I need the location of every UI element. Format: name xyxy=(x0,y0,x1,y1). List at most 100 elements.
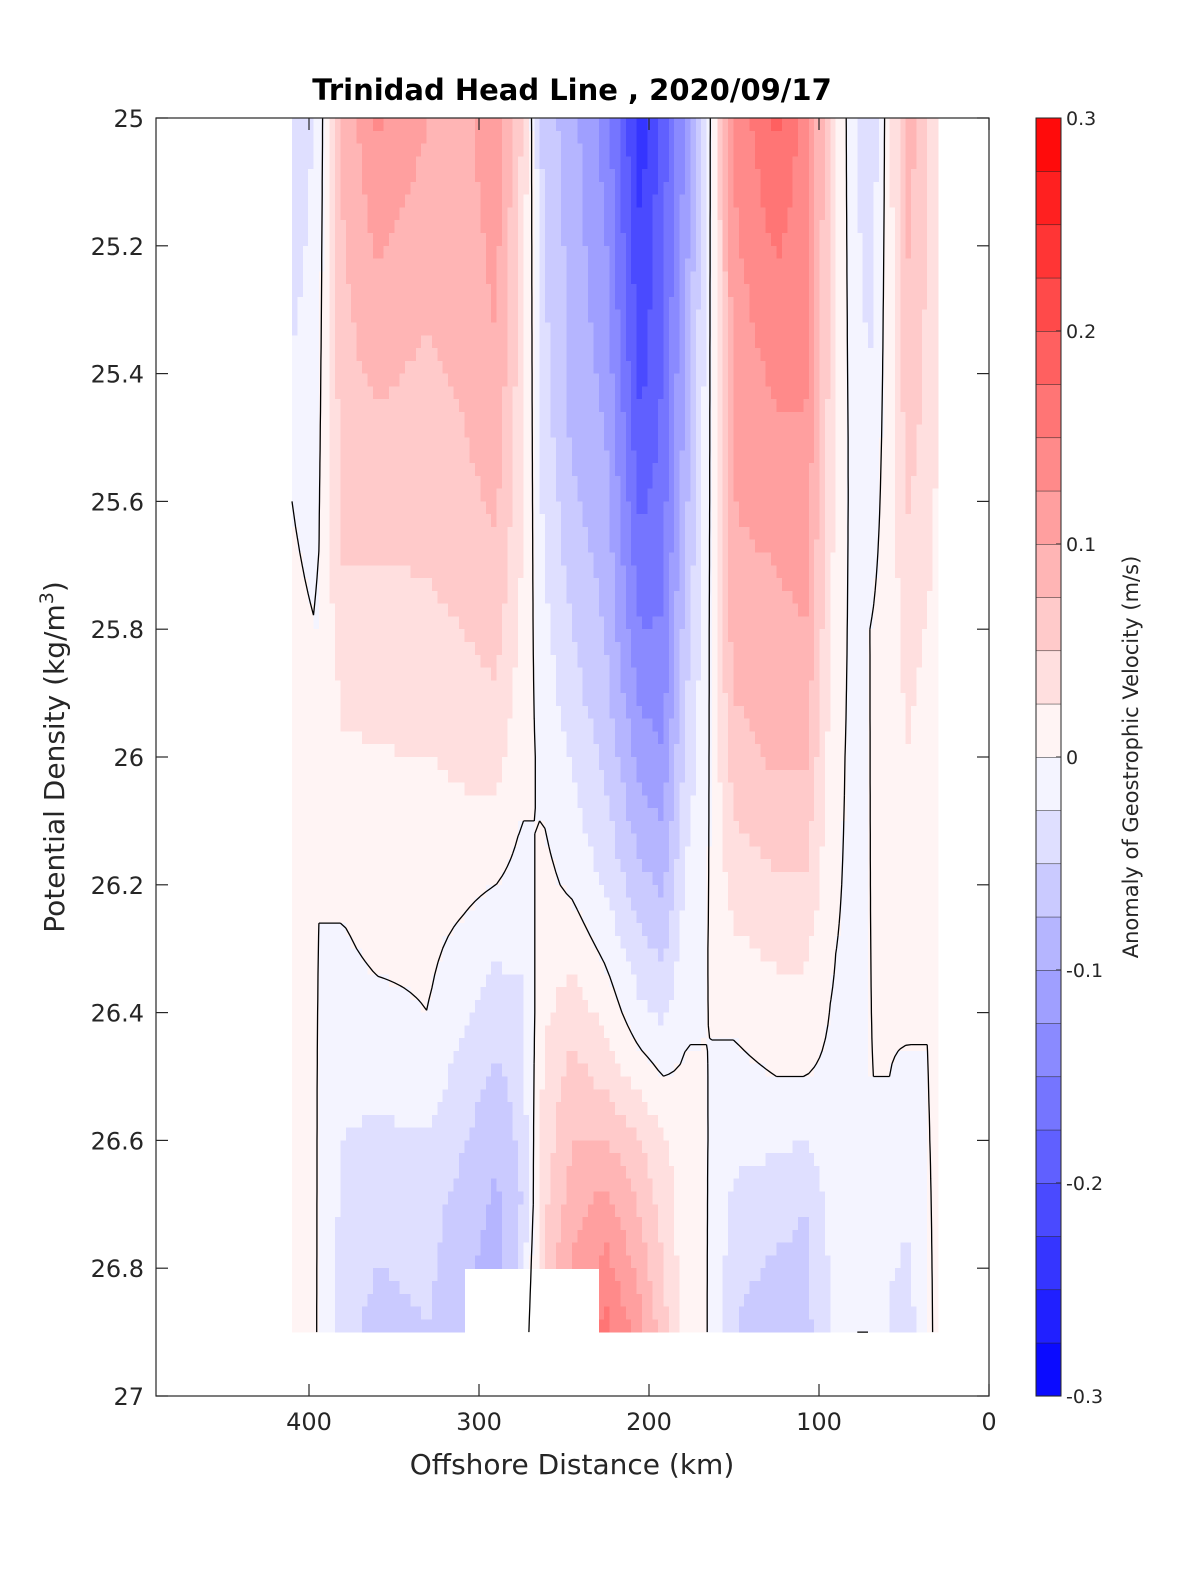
heatmap-cell xyxy=(830,616,837,630)
heatmap-cell xyxy=(480,245,487,260)
heatmap-cell xyxy=(550,437,557,451)
heatmap-cell xyxy=(609,118,616,132)
heatmap-cell xyxy=(927,437,934,451)
heatmap-cell xyxy=(378,616,385,630)
heatmap-cell xyxy=(927,526,934,541)
heatmap-cell xyxy=(615,641,621,656)
heatmap-cell xyxy=(927,296,934,311)
heatmap-cell xyxy=(475,514,482,528)
heatmap-cell xyxy=(561,233,568,247)
heatmap-cell xyxy=(625,360,632,375)
heatmap-cell xyxy=(658,399,665,413)
heatmap-cell xyxy=(862,130,869,145)
heatmap-cell xyxy=(394,258,401,272)
heatmap-cell xyxy=(873,437,880,451)
heatmap-cell xyxy=(690,156,697,170)
heatmap-cell xyxy=(916,118,923,132)
heatmap-cell xyxy=(464,526,471,541)
heatmap-cell xyxy=(507,284,514,298)
heatmap-cell xyxy=(916,399,923,413)
heatmap-cell xyxy=(733,348,740,362)
heatmap-cell xyxy=(475,629,482,643)
heatmap-cell xyxy=(458,156,465,170)
heatmap-cell xyxy=(609,156,616,170)
heatmap-cell xyxy=(868,118,874,132)
heatmap-cell xyxy=(480,603,487,618)
heatmap-cell xyxy=(442,118,449,132)
heatmap-cell xyxy=(814,207,821,221)
heatmap-cell xyxy=(458,335,465,349)
heatmap-cell xyxy=(372,526,379,541)
heatmap-cell xyxy=(701,220,708,234)
heatmap-cell xyxy=(577,181,584,196)
heatmap-cell xyxy=(868,488,874,502)
heatmap-cell xyxy=(711,143,718,157)
heatmap-cell xyxy=(927,399,934,413)
heatmap-cell xyxy=(550,424,557,439)
heatmap-cell xyxy=(728,181,735,196)
heatmap-cell xyxy=(378,169,385,183)
heatmap-cell xyxy=(410,565,417,579)
heatmap-cell xyxy=(835,169,842,183)
heatmap-cell xyxy=(808,616,815,630)
heatmap-cell xyxy=(302,629,309,643)
heatmap-cell xyxy=(830,565,837,579)
heatmap-cell xyxy=(625,616,632,630)
heatmap-cell xyxy=(835,258,842,272)
heatmap-cell xyxy=(900,348,907,362)
heatmap-cell xyxy=(448,348,455,362)
heatmap-cell xyxy=(776,156,783,170)
heatmap-cell xyxy=(857,181,864,196)
heatmap-cell xyxy=(641,552,648,566)
heatmap-cell xyxy=(545,386,551,400)
heatmap-cell xyxy=(884,475,891,490)
heatmap-cell xyxy=(884,437,891,451)
heatmap-cell xyxy=(302,590,309,605)
heatmap-cell xyxy=(830,194,837,209)
heatmap-cell xyxy=(927,565,934,579)
heatmap-cell xyxy=(808,603,815,618)
heatmap-cell xyxy=(485,194,492,209)
heatmap-cell xyxy=(394,501,401,515)
heatmap-cell xyxy=(405,309,412,324)
heatmap-cell xyxy=(894,386,901,400)
heatmap-cell xyxy=(588,143,595,157)
heatmap-cell xyxy=(889,284,896,298)
heatmap-cell xyxy=(571,322,578,336)
heatmap-cell xyxy=(868,411,874,426)
heatmap-cell xyxy=(679,501,686,515)
heatmap-cell xyxy=(415,143,422,157)
heatmap-cell xyxy=(426,603,433,618)
heatmap-cell xyxy=(744,143,751,157)
heatmap-cell xyxy=(534,322,541,336)
heatmap-cell xyxy=(658,143,665,157)
heatmap-cell xyxy=(916,233,923,247)
heatmap-cell xyxy=(297,169,304,183)
heatmap-cell xyxy=(776,565,783,579)
heatmap-cell xyxy=(324,565,331,579)
heatmap-cell xyxy=(911,373,918,387)
heatmap-cell xyxy=(652,641,659,656)
heatmap-cell xyxy=(297,399,304,413)
heatmap-cell xyxy=(345,399,352,413)
heatmap-cell xyxy=(862,271,869,285)
heatmap-cell xyxy=(308,590,315,605)
heatmap-cell xyxy=(841,296,848,311)
heatmap-cell xyxy=(841,373,848,387)
heatmap-cell xyxy=(512,411,519,426)
heatmap-cell xyxy=(324,258,331,272)
heatmap-cell xyxy=(760,514,767,528)
heatmap-cell xyxy=(749,156,756,170)
heatmap-cell xyxy=(641,411,648,426)
heatmap-cell xyxy=(641,578,648,592)
heatmap-cell xyxy=(733,386,740,400)
heatmap-cell xyxy=(448,424,455,439)
heatmap-cell xyxy=(297,143,304,157)
heatmap-cell xyxy=(717,386,724,400)
heatmap-cell xyxy=(501,386,508,400)
heatmap-cell xyxy=(507,629,514,643)
heatmap-cell xyxy=(534,181,541,196)
heatmap-cell xyxy=(512,526,519,541)
heatmap-cell xyxy=(308,181,315,196)
heatmap-cell xyxy=(620,156,627,170)
